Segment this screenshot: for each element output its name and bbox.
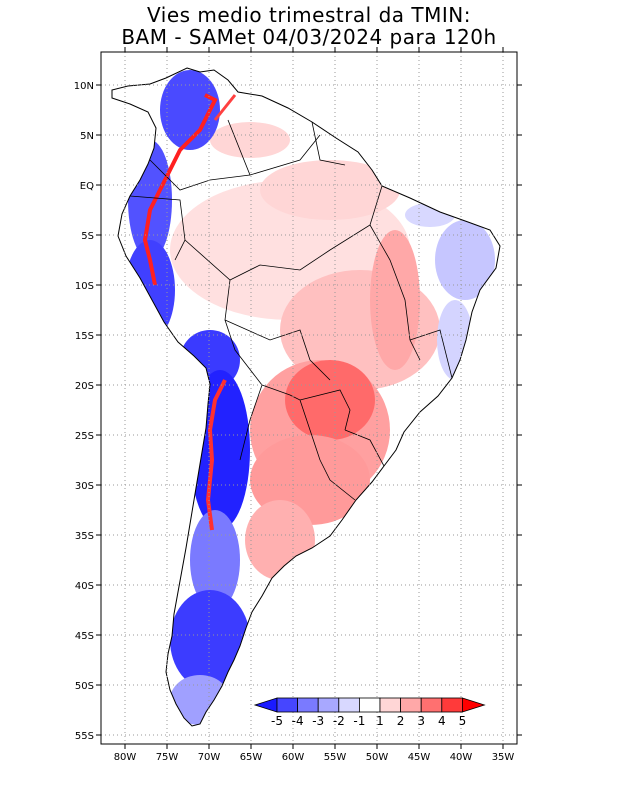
lon-tick-label: 35W [492,752,515,763]
colorbar-swatch [276,697,299,713]
lat-tick-label: 55S [75,731,94,742]
lat-tick-label: 20S [75,381,94,392]
grid-lines [101,52,517,744]
lon-tick-label: 55W [324,752,347,763]
colorbar-label: 5 [459,714,467,728]
colorbar-label: -4 [292,714,304,728]
lon-tick-label: 70W [198,752,221,763]
latitude-axis: 10N 5N EQ 5S 10S 15S 20S 25S 30S 35S 40S 45S 50S 55S [74,81,522,742]
lon-tick-label: 60W [282,752,305,763]
lon-tick-label: 80W [114,752,137,763]
lat-tick-label: 30S [75,481,94,492]
lat-tick-label: 40S [75,581,94,592]
lon-tick-label: 65W [240,752,263,763]
colorbar-swatch [338,697,360,713]
lat-tick-label: 25S [75,431,94,442]
colorbar-label: -1 [353,714,365,728]
map-title-line1: Vies medio trimestral da TMIN: [147,3,471,27]
colorbar-label: -3 [312,714,324,728]
lat-tick-label: 10S [75,281,94,292]
colorbar-label: 3 [417,714,425,728]
colorbar-label: 1 [376,714,384,728]
colorbar-label: 2 [397,714,405,728]
country-borders [129,119,453,501]
lon-tick-label: 50W [366,752,389,763]
colorbar-label: -5 [271,714,283,728]
lat-tick-label: 50S [75,681,94,692]
lat-tick-label: 10N [74,81,94,92]
lat-tick-label: 15S [75,331,94,342]
lon-tick-label: 40W [450,752,473,763]
lon-tick-label: 75W [156,752,179,763]
colorbar-swatch [297,697,319,713]
colorbar-swatch [400,697,422,713]
colorbar-swatch [420,697,443,713]
map-title-line2: BAM - SAMet 04/03/2024 para 120h [121,25,497,49]
colorbar-label: 4 [438,714,446,728]
lat-tick-label: 35S [75,531,94,542]
colorbar: -5 -4 -3 -2 -1 1 2 3 4 5 [253,697,486,728]
colorbar-swatch [317,697,340,713]
lat-tick-label: 5N [80,131,94,142]
longitude-axis: 80W 75W 70W 65W 60W 55W 50W 45W 40W 35W [114,47,515,763]
colorbar-swatch [358,697,381,713]
lat-tick-label: EQ [80,181,94,192]
colorbar-swatch [379,697,402,713]
lat-tick-label: 45S [75,631,94,642]
lat-tick-label: 5S [81,231,94,242]
colorbar-label: -2 [333,714,345,728]
colorbar-arrow-right [461,697,486,713]
colorbar-swatch [441,697,463,713]
lon-tick-label: 45W [408,752,431,763]
